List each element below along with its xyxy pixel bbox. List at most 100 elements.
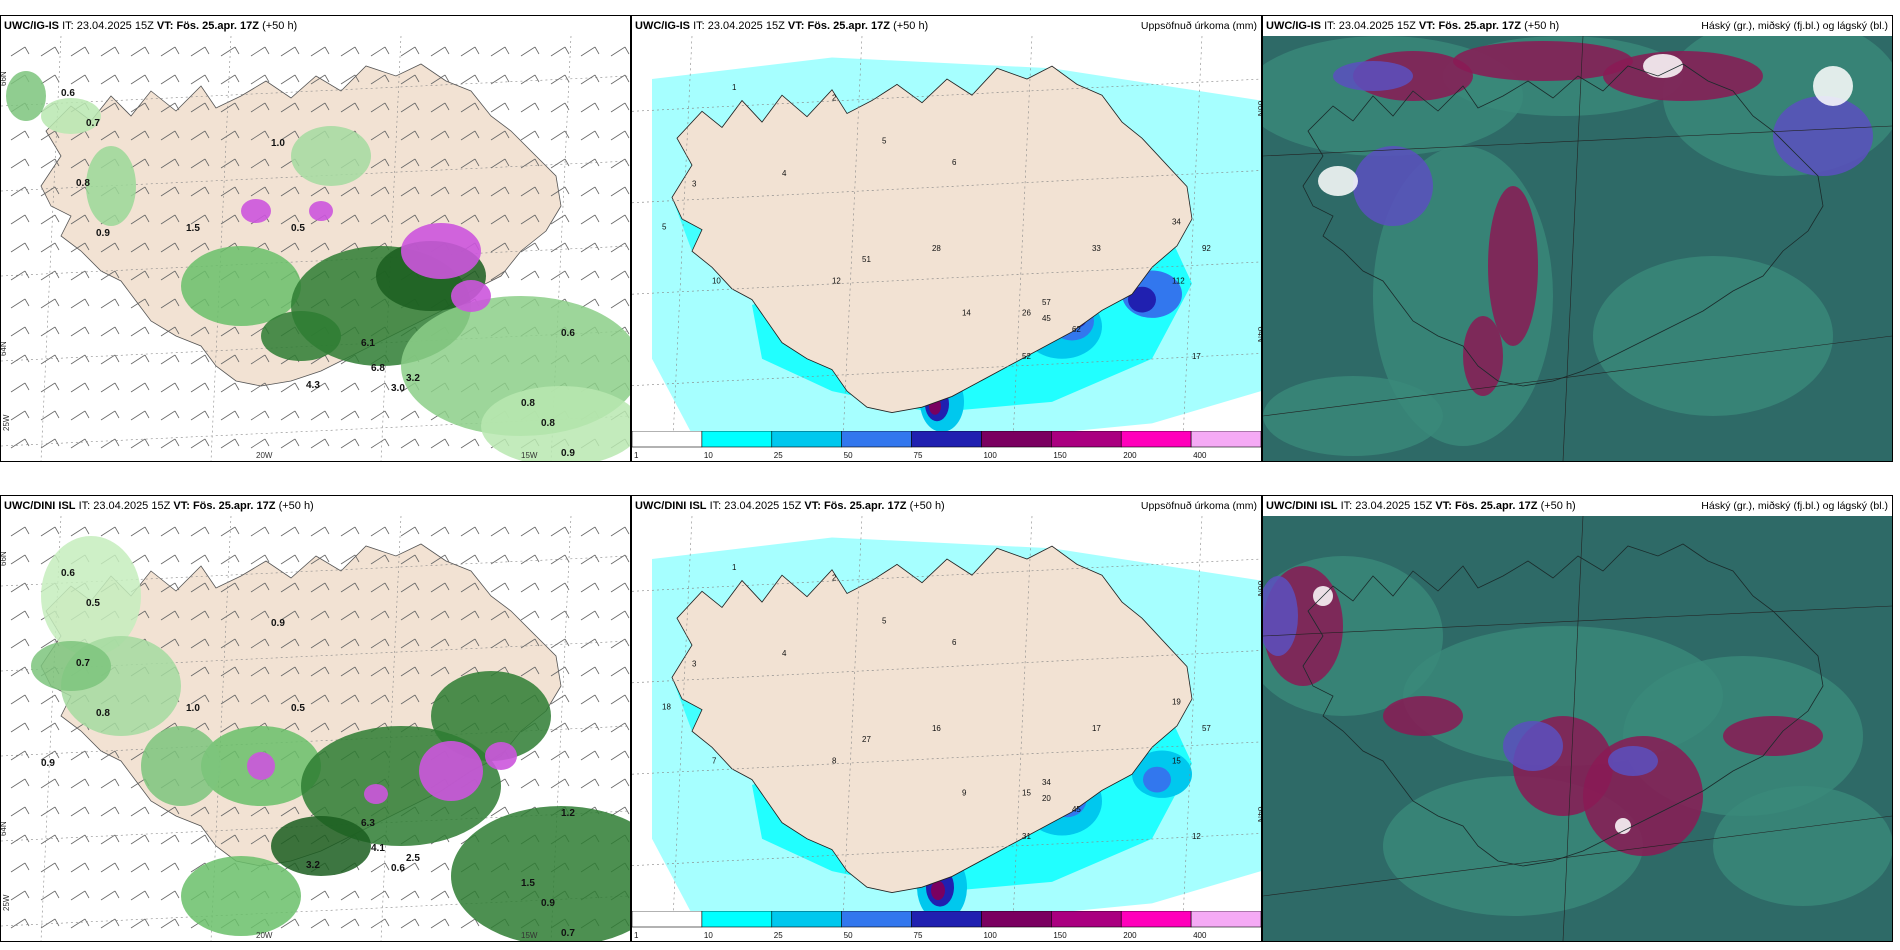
precip-value-label: 57 xyxy=(1042,297,1051,307)
lat-label: 64N xyxy=(1,821,8,836)
panel-header: UWC/DINI ISL IT: 23.04.2025 15Z VT: Fös.… xyxy=(1263,496,1892,516)
wind-map[interactable]: 0.6 0.5 0.7 0.8 0.9 1.0 0.5 0.6 2.5 6.3 4.1 3.2 0.9 0… xyxy=(1,516,630,941)
graticule xyxy=(1263,516,1892,941)
gust-value-label: 0.5 xyxy=(86,598,100,609)
cloud-layers xyxy=(1263,36,1892,456)
colorbar-swatch xyxy=(1190,911,1261,928)
colorbar-tick-label: 1 xyxy=(634,451,639,460)
cloud-map[interactable] xyxy=(1263,516,1892,941)
gust-value-label: 0.9 xyxy=(271,618,285,629)
gust-value-label: 0.6 xyxy=(61,568,75,579)
gust-value-label: 3.0 xyxy=(391,383,405,394)
lat-label: 64N xyxy=(1256,327,1261,343)
lat-label: 66N xyxy=(1256,101,1261,117)
graticule xyxy=(632,516,1261,941)
lon-label: 25W xyxy=(2,894,11,911)
gust-value-label: 4.3 xyxy=(306,380,320,391)
colorbar-swatch xyxy=(1051,911,1122,928)
gust-value-label: 6.8 xyxy=(371,363,385,374)
gust-value-label: 0.8 xyxy=(96,708,110,719)
iceland-land xyxy=(671,545,1193,894)
panel-precip-top: UWC/IG-IS IT: 23.04.2025 15Z VT: Fös. 25… xyxy=(631,15,1262,462)
colorbar-tick-label: 100 xyxy=(983,931,997,940)
panel-field-label: Háský (gr.), miðský (fj.bl.) og lágský (… xyxy=(1701,500,1888,512)
colorbar-swatch xyxy=(771,911,842,928)
precip-value-label: 8 xyxy=(832,755,837,765)
lat-label: 64N xyxy=(1,341,8,356)
precip-value-label: 26 xyxy=(1022,307,1031,317)
colorbar-tick-label: 10 xyxy=(704,931,713,940)
lon-label: 15W xyxy=(521,931,538,940)
precip-map[interactable]: 1 2 3 4 5 6 7 8 9 12 15 16 17 19 20 27 31 34 45 57 15 18 66N 64… xyxy=(632,516,1261,941)
precip-value-label: 6 xyxy=(952,157,957,167)
graticule xyxy=(1263,36,1892,461)
colorbar-swatch xyxy=(841,431,912,448)
precip-value-label: 6 xyxy=(952,637,957,647)
gust-value-label: 1.5 xyxy=(186,223,200,234)
precip-value-label: 45 xyxy=(1072,804,1081,814)
panel-field-label: Uppsöfnuð úrkoma (mm) xyxy=(1140,20,1257,32)
colorbar-tick-label: 50 xyxy=(844,451,853,460)
precip-value-label: 62 xyxy=(1072,324,1081,334)
precip-value-label: 51 xyxy=(862,254,871,264)
gust-value-label: 4.1 xyxy=(371,843,385,854)
lat-label: 66N xyxy=(1,71,8,86)
gust-value-label: 1.5 xyxy=(521,878,535,889)
lat-label: 66N xyxy=(1,551,8,566)
gust-value-label: 2.5 xyxy=(406,853,420,864)
gust-values: 0.60.50.70.80.91.0 0.50.62.56.34.13.20.90… xyxy=(41,568,575,939)
panel-header: UWC/IG-IS IT: 23.04.2025 15Z VT: Fös. 25… xyxy=(632,16,1261,36)
precip-value-label: 12 xyxy=(1192,830,1201,840)
axis-labels: 66N 64N xyxy=(1256,101,1261,343)
colorbar-swatch xyxy=(841,911,912,928)
precip-value-label: 31 xyxy=(1022,830,1031,840)
axis-labels: 66N 64N xyxy=(1256,581,1261,823)
colorbar-tick-label: 200 xyxy=(1123,451,1137,460)
precip-value-label: 33 xyxy=(1092,243,1101,253)
precip-value-label: 112 xyxy=(1172,275,1185,285)
precip-map[interactable]: 1 2 3 4 5 6 10 12 14 17 26 28 33 34 45 51 52 57 62 92 112 5 66… xyxy=(632,36,1261,461)
panel-field-label: Uppsöfnuð úrkoma (mm) xyxy=(1140,500,1257,512)
precip-value-label: 4 xyxy=(782,648,787,658)
precip-value-label: 7 xyxy=(712,755,717,765)
colorbar-tick-label: 1 xyxy=(634,931,639,940)
precip-value-label: 15 xyxy=(1022,787,1031,797)
iceland-outline xyxy=(1302,543,1824,867)
precip-value-label: 19 xyxy=(1172,696,1181,706)
wind-map[interactable]: 0.6 0.7 0.8 0.9 1.0 1.5 0.5 3.0 3.2 6.1 6.8 4.3 0.8 0… xyxy=(1,36,630,461)
colorbar-swatch xyxy=(632,911,703,928)
colorbar-tick-label: 10 xyxy=(704,451,713,460)
colorbar-swatch xyxy=(701,911,773,928)
precip-value-label: 5 xyxy=(662,221,667,231)
panel-header: UWC/IG-IS IT: 23.04.2025 15Z VT: Fös. 25… xyxy=(1263,16,1892,36)
colorbar-swatch xyxy=(632,431,703,448)
panel-header: UWC/IG-IS IT: 23.04.2025 15Z VT: Fös. 25… xyxy=(1,16,630,36)
panel-precip-bottom: UWC/DINI ISL IT: 23.04.2025 15Z VT: Fös.… xyxy=(631,495,1262,942)
precip-value-label: 17 xyxy=(1192,350,1201,360)
precip-value-label: 28 xyxy=(932,243,941,253)
colorbar-swatch xyxy=(1051,431,1122,448)
panel-wind-top: UWC/IG-IS IT: 23.04.2025 15Z VT: Fös. 25… xyxy=(0,15,631,462)
cloud-map[interactable] xyxy=(1263,36,1892,461)
gust-value-label: 1.0 xyxy=(271,138,285,149)
precip-value-label: 27 xyxy=(862,734,871,744)
gust-value-label: 6.1 xyxy=(361,338,375,349)
gust-value-label: 0.9 xyxy=(561,448,575,459)
colorbar-swatch xyxy=(981,911,1052,928)
precip-value-label: 17 xyxy=(1092,723,1101,733)
gust-value-label: 0.6 xyxy=(61,88,75,99)
precip-value-label: 34 xyxy=(1172,216,1181,226)
colorbar-swatch xyxy=(771,431,842,448)
precip-value-label: 5 xyxy=(882,135,887,145)
colorbar-swatch xyxy=(981,431,1052,448)
precip-value-label: 18 xyxy=(662,701,671,711)
precip-value-label: 57 xyxy=(1202,723,1211,733)
gust-value-label: 1.0 xyxy=(186,703,200,714)
gust-value-label: 0.8 xyxy=(541,418,555,429)
colorbar-tick-label: 75 xyxy=(914,451,923,460)
panel-header: UWC/DINI ISL IT: 23.04.2025 15Z VT: Fös.… xyxy=(632,496,1261,516)
gust-value-label: 0.8 xyxy=(76,178,90,189)
colorbar-swatch xyxy=(1190,431,1261,448)
precip-value-label: 16 xyxy=(932,723,941,733)
colorbar-tick-label: 200 xyxy=(1123,931,1137,940)
